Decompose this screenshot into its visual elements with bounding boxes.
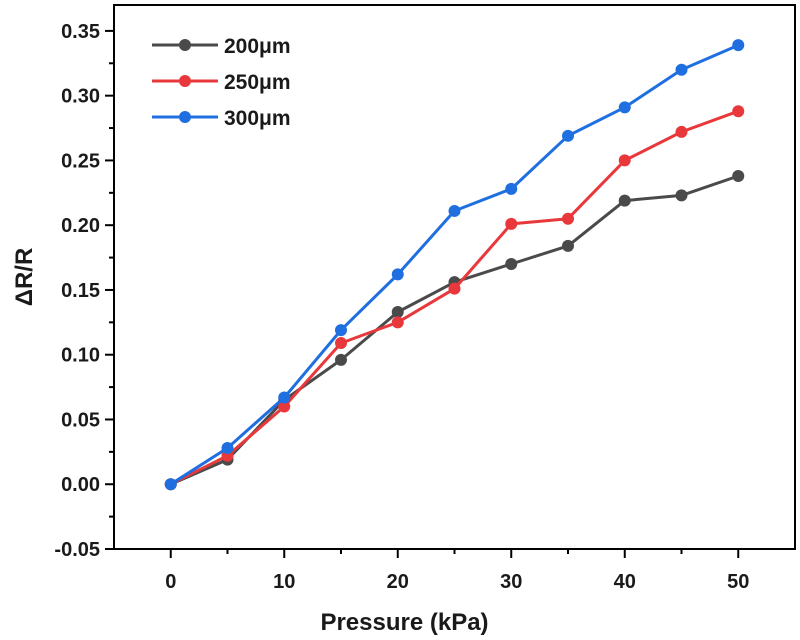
plot-frame <box>113 4 796 550</box>
data-point <box>164 478 177 491</box>
data-point <box>732 169 745 182</box>
data-point <box>278 391 291 404</box>
x-tick-label: 50 <box>727 571 749 593</box>
y-tick-label: -0.05 <box>54 539 100 561</box>
x-tick-label: 30 <box>500 571 522 593</box>
data-point <box>391 305 404 318</box>
x-axis-title: Pressure (kPa) <box>320 609 488 636</box>
y-tick-label: 0.25 <box>61 150 100 172</box>
y-tick-label: 0.00 <box>61 474 100 496</box>
data-point <box>505 258 518 271</box>
x-tick-label: 0 <box>165 571 176 593</box>
data-point <box>391 268 404 281</box>
data-point <box>391 316 404 329</box>
data-point <box>335 337 347 350</box>
data-point <box>505 217 518 230</box>
x-tick-label: 10 <box>273 571 295 593</box>
data-point <box>335 353 347 366</box>
data-point <box>618 101 631 114</box>
y-axis-title: ΔR/R <box>11 248 38 307</box>
legend-item: 200μm <box>152 35 291 58</box>
legend-item: 300μm <box>152 107 291 130</box>
data-point <box>505 182 518 195</box>
legend-label: 300μm <box>224 107 291 130</box>
data-point <box>562 239 574 252</box>
data-point <box>732 105 745 118</box>
series-200μm <box>164 169 745 491</box>
data-point <box>618 194 631 207</box>
y-tick-label: 0.20 <box>61 215 100 237</box>
series-line <box>170 174 739 486</box>
data-point <box>675 125 688 138</box>
y-tick-label: 0.05 <box>61 409 100 431</box>
data-point <box>562 129 574 142</box>
data-point <box>448 204 461 217</box>
data-point <box>221 441 234 454</box>
y-tick-label: 0.15 <box>61 280 100 302</box>
data-point <box>562 212 574 225</box>
legend-item: 250μm <box>152 71 291 94</box>
data-point <box>335 324 347 337</box>
legend: 200μm 250μm 300μm <box>152 35 291 130</box>
legend-marker <box>179 111 191 123</box>
series-300μm <box>164 39 745 491</box>
legend-marker <box>179 75 191 87</box>
data-point <box>448 282 461 295</box>
y-tick-label: 0.35 <box>61 21 100 43</box>
ticks-layer: 0 10 20 30 40 50 -0.05 0.00 0.05 0.10 0.15 0.20 0.25… <box>54 21 749 593</box>
x-tick-label: 20 <box>387 571 409 593</box>
data-point <box>675 63 688 76</box>
data-point <box>675 189 688 202</box>
legend-marker <box>179 39 191 51</box>
y-tick-label: 0.10 <box>61 345 100 367</box>
x-tick-label: 40 <box>614 571 636 593</box>
series-layer <box>164 39 745 491</box>
legend-label: 250μm <box>224 71 291 94</box>
data-point <box>618 154 631 167</box>
data-point <box>732 39 745 52</box>
y-tick-label: 0.30 <box>61 86 100 108</box>
data-point <box>278 400 291 413</box>
legend-label: 200μm <box>224 35 291 58</box>
